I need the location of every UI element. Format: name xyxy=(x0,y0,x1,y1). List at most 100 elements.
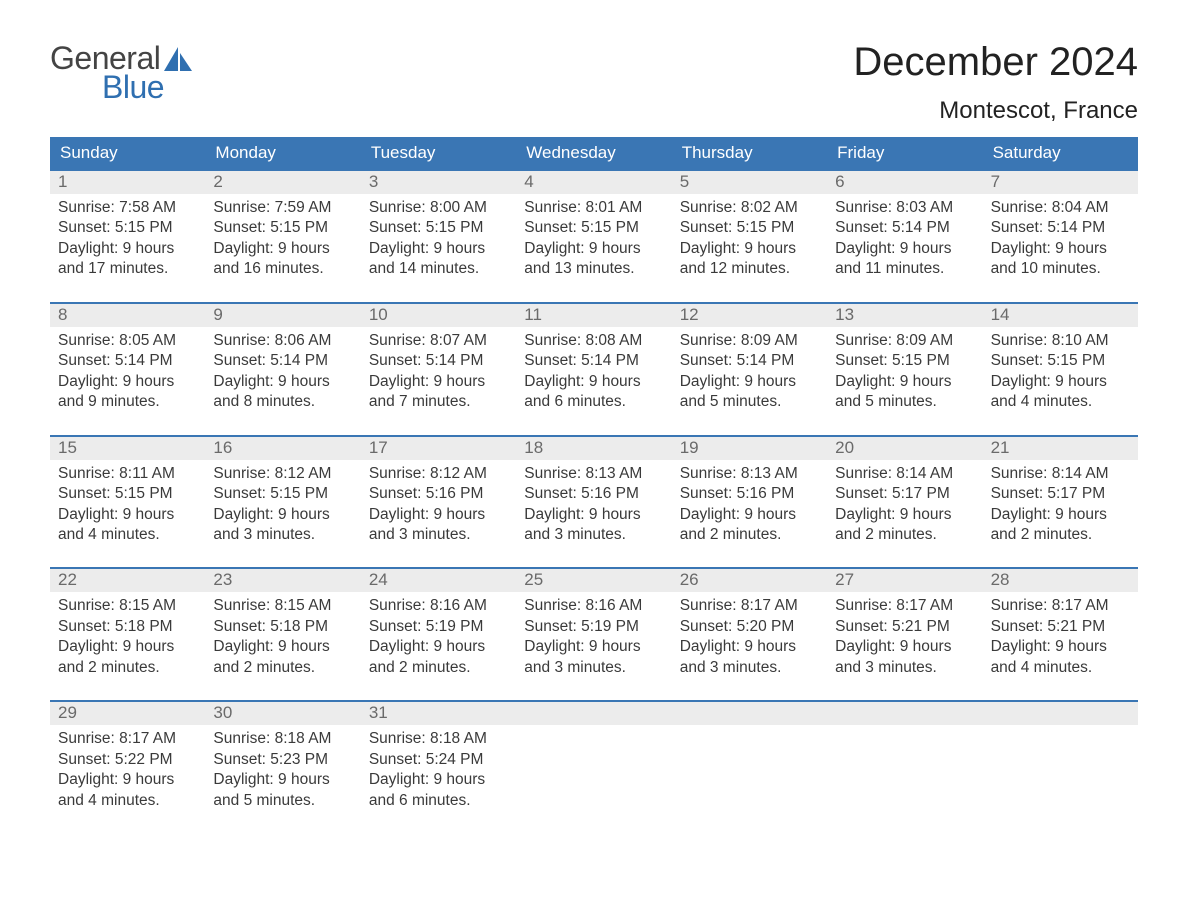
day-cell: 7Sunrise: 8:04 AMSunset: 5:14 PMDaylight… xyxy=(983,171,1138,288)
day-cell: 20Sunrise: 8:14 AMSunset: 5:17 PMDayligh… xyxy=(827,437,982,554)
day-cell: 26Sunrise: 8:17 AMSunset: 5:20 PMDayligh… xyxy=(672,569,827,686)
sunset-line: Sunset: 5:16 PM xyxy=(524,484,663,504)
day-cell: 4Sunrise: 8:01 AMSunset: 5:15 PMDaylight… xyxy=(516,171,671,288)
day-body: Sunrise: 8:13 AMSunset: 5:16 PMDaylight:… xyxy=(516,460,671,554)
day-number: 22 xyxy=(50,569,205,592)
day-cell: 9Sunrise: 8:06 AMSunset: 5:14 PMDaylight… xyxy=(205,304,360,421)
day-body: Sunrise: 8:00 AMSunset: 5:15 PMDaylight:… xyxy=(361,194,516,288)
sunrise-line: Sunrise: 8:17 AM xyxy=(835,596,974,616)
day-number: 29 xyxy=(50,702,205,725)
daylight-line: Daylight: 9 hours and 4 minutes. xyxy=(991,372,1130,413)
sunset-line: Sunset: 5:15 PM xyxy=(213,218,352,238)
daylight-line: Daylight: 9 hours and 4 minutes. xyxy=(58,505,197,546)
sunrise-line: Sunrise: 8:13 AM xyxy=(524,464,663,484)
day-number: 31 xyxy=(361,702,516,725)
daylight-line: Daylight: 9 hours and 3 minutes. xyxy=(680,637,819,678)
sunrise-line: Sunrise: 8:11 AM xyxy=(58,464,197,484)
day-cell: 23Sunrise: 8:15 AMSunset: 5:18 PMDayligh… xyxy=(205,569,360,686)
daylight-line: Daylight: 9 hours and 2 minutes. xyxy=(369,637,508,678)
day-cell: 5Sunrise: 8:02 AMSunset: 5:15 PMDaylight… xyxy=(672,171,827,288)
day-cell: 11Sunrise: 8:08 AMSunset: 5:14 PMDayligh… xyxy=(516,304,671,421)
daylight-line: Daylight: 9 hours and 14 minutes. xyxy=(369,239,508,280)
day-cell: 29 Sunrise: 8:17 AMSunset: 5:22 PMDayligh… xyxy=(50,702,205,819)
day-body: Sunrise: 8:08 AMSunset: 5:14 PMDaylight:… xyxy=(516,327,671,421)
day-cell: 8Sunrise: 8:05 AMSunset: 5:14 PMDaylight… xyxy=(50,304,205,421)
sunrise-line: Sunrise: 8:14 AM xyxy=(991,464,1130,484)
sunset-line: Sunset: 5:23 PM xyxy=(213,750,352,770)
sunset-line: Sunset: 5:14 PM xyxy=(680,351,819,371)
day-body: Sunrise: 8:03 AMSunset: 5:14 PMDaylight:… xyxy=(827,194,982,288)
location-label: Montescot, France xyxy=(853,97,1138,125)
sunset-line: Sunset: 5:15 PM xyxy=(58,484,197,504)
day-body: Sunrise: 8:09 AMSunset: 5:14 PMDaylight:… xyxy=(672,327,827,421)
day-cell: 1Sunrise: 7:58 AMSunset: 5:15 PMDaylight… xyxy=(50,171,205,288)
day-body: Sunrise: 8:05 AMSunset: 5:14 PMDaylight:… xyxy=(50,327,205,421)
daylight-line: Daylight: 9 hours and 9 minutes. xyxy=(58,372,197,413)
calendar: SundayMondayTuesdayWednesdayThursdayFrid… xyxy=(50,137,1138,819)
sunset-line: Sunset: 5:14 PM xyxy=(213,351,352,371)
sunset-line: Sunset: 5:15 PM xyxy=(213,484,352,504)
sunset-line: Sunset: 5:18 PM xyxy=(213,617,352,637)
day-cell: 6Sunrise: 8:03 AMSunset: 5:14 PMDaylight… xyxy=(827,171,982,288)
day-cell: 30Sunrise: 8:18 AMSunset: 5:23 PMDayligh… xyxy=(205,702,360,819)
daylight-line: Daylight: 9 hours and 10 minutes. xyxy=(991,239,1130,280)
day-number: 19 xyxy=(672,437,827,460)
week-row: 29Sunrise: 8:17 AMSunset: 5:22 PMDayligh… xyxy=(50,700,1138,819)
daylight-line: Daylight: 9 hours and 6 minutes. xyxy=(524,372,663,413)
day-body: Sunrise: 8:10 AMSunset: 5:15 PMDaylight:… xyxy=(983,327,1138,421)
day-body: Sunrise: 8:04 AMSunset: 5:14 PMDaylight:… xyxy=(983,194,1138,288)
sunrise-line: Sunrise: 8:12 AM xyxy=(369,464,508,484)
weekday-header-row: SundayMondayTuesdayWednesdayThursdayFrid… xyxy=(50,137,1138,169)
daylight-line: Daylight: 9 hours and 5 minutes. xyxy=(213,770,352,811)
title-block: December 2024 Montescot, France xyxy=(853,40,1138,125)
sunset-line: Sunset: 5:19 PM xyxy=(524,617,663,637)
sunrise-line: Sunrise: 8:17 AM xyxy=(58,729,197,749)
sunrise-line: Sunrise: 8:01 AM xyxy=(524,198,663,218)
sunset-line: Sunset: 5:14 PM xyxy=(58,351,197,371)
day-number xyxy=(983,702,1138,725)
day-number: 24 xyxy=(361,569,516,592)
sunrise-line: Sunrise: 7:59 AM xyxy=(213,198,352,218)
day-number: 3 xyxy=(361,171,516,194)
sunset-line: Sunset: 5:15 PM xyxy=(58,218,197,238)
day-body: Sunrise: 8:09 AMSunset: 5:15 PMDaylight:… xyxy=(827,327,982,421)
day-number: 18 xyxy=(516,437,671,460)
day-number: 23 xyxy=(205,569,360,592)
sunset-line: Sunset: 5:15 PM xyxy=(680,218,819,238)
daylight-line: Daylight: 9 hours and 2 minutes. xyxy=(213,637,352,678)
day-number: 16 xyxy=(205,437,360,460)
sunset-line: Sunset: 5:15 PM xyxy=(835,351,974,371)
sunset-line: Sunset: 5:21 PM xyxy=(991,617,1130,637)
sunrise-line: Sunrise: 8:18 AM xyxy=(213,729,352,749)
sunset-line: Sunset: 5:14 PM xyxy=(835,218,974,238)
day-number xyxy=(827,702,982,725)
day-number: 27 xyxy=(827,569,982,592)
sunrise-line: Sunrise: 7:58 AM xyxy=(58,198,197,218)
daylight-line: Daylight: 9 hours and 4 minutes. xyxy=(58,770,197,811)
page-header: General Blue December 2024 Montescot, Fr… xyxy=(50,40,1138,125)
daylight-line: Daylight: 9 hours and 3 minutes. xyxy=(369,505,508,546)
daylight-line: Daylight: 9 hours and 2 minutes. xyxy=(680,505,819,546)
daylight-line: Daylight: 9 hours and 3 minutes. xyxy=(524,637,663,678)
daylight-line: Daylight: 9 hours and 2 minutes. xyxy=(58,637,197,678)
day-body: Sunrise: 7:58 AMSunset: 5:15 PMDaylight:… xyxy=(50,194,205,288)
day-body: Sunrise: 8:02 AMSunset: 5:15 PMDaylight:… xyxy=(672,194,827,288)
day-number: 2 xyxy=(205,171,360,194)
day-cell: 14Sunrise: 8:10 AMSunset: 5:15 PMDayligh… xyxy=(983,304,1138,421)
sunset-line: Sunset: 5:20 PM xyxy=(680,617,819,637)
day-number: 12 xyxy=(672,304,827,327)
sunrise-line: Sunrise: 8:05 AM xyxy=(58,331,197,351)
sunrise-line: Sunrise: 8:03 AM xyxy=(835,198,974,218)
sunrise-line: Sunrise: 8:18 AM xyxy=(369,729,508,749)
week-row: 1Sunrise: 7:58 AMSunset: 5:15 PMDaylight… xyxy=(50,169,1138,288)
daylight-line: Daylight: 9 hours and 17 minutes. xyxy=(58,239,197,280)
sunrise-line: Sunrise: 8:07 AM xyxy=(369,331,508,351)
sunrise-line: Sunrise: 8:10 AM xyxy=(991,331,1130,351)
day-cell: 13Sunrise: 8:09 AMSunset: 5:15 PMDayligh… xyxy=(827,304,982,421)
day-body: Sunrise: 8:06 AMSunset: 5:14 PMDaylight:… xyxy=(205,327,360,421)
daylight-line: Daylight: 9 hours and 7 minutes. xyxy=(369,372,508,413)
day-number xyxy=(672,702,827,725)
daylight-line: Daylight: 9 hours and 3 minutes. xyxy=(524,505,663,546)
sunset-line: Sunset: 5:22 PM xyxy=(58,750,197,770)
day-number: 8 xyxy=(50,304,205,327)
